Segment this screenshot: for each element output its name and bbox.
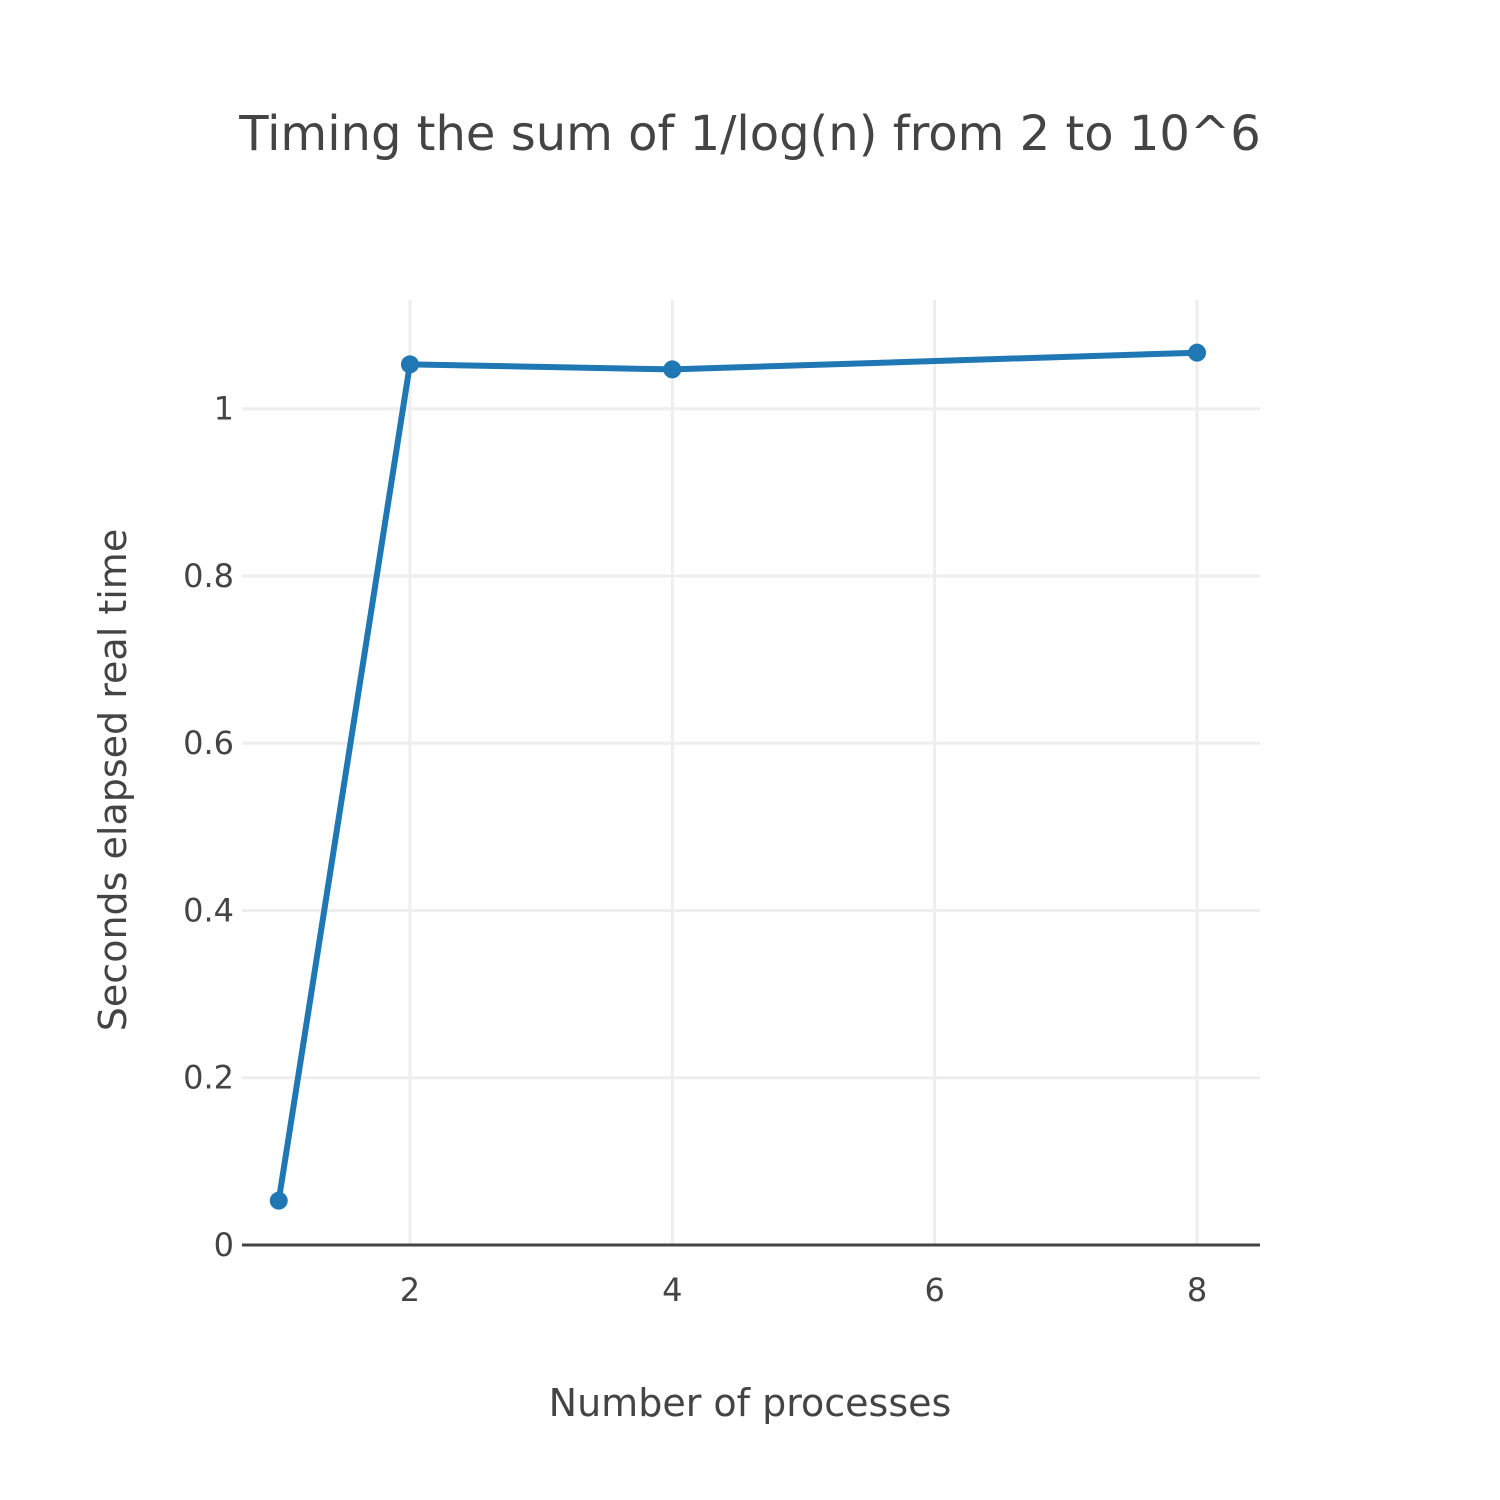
data-point [269,1191,288,1210]
x-tick-label: 8 [1187,1271,1207,1309]
y-tick-label: 1 [214,390,234,428]
data-point [1188,343,1207,362]
x-tick-label: 4 [662,1271,682,1309]
y-tick-label: 0.8 [183,557,234,595]
series-line [275,349,1200,1204]
vertical-gridlines [408,300,1199,1245]
y-axis-title: Seconds elapsed real time [91,529,135,1031]
y-tick-label: 0.4 [183,891,234,929]
y-tick-label: 0.2 [183,1059,234,1097]
x-tick-label: 2 [400,1271,420,1309]
x-axis-title: Number of processes [549,1381,952,1425]
horizontal-gridlines [242,407,1260,1080]
y-tick-label: 0 [214,1226,234,1264]
x-axis-tick-labels: 2 4 6 8 [400,1271,1207,1309]
data-point [663,360,682,379]
y-tick-label: 0.6 [183,724,234,762]
x-tick-label: 6 [924,1271,944,1309]
chart-title: Timing the sum of 1/log(n) from 2 to 10^… [238,106,1260,162]
series-layer [269,343,1207,1210]
data-point [400,355,419,374]
y-axis-tick-labels: 0 0.2 0.4 0.6 0.8 1 [183,390,234,1264]
